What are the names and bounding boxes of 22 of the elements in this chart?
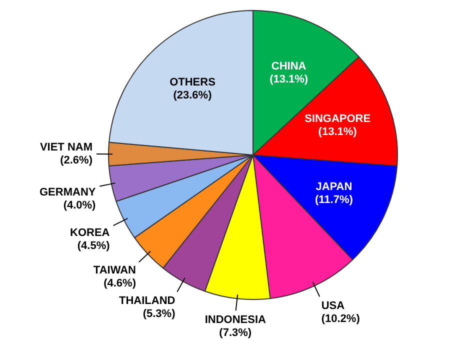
slice-label: OTHERS <box>170 76 216 88</box>
data-label: (2.6%) <box>60 154 93 167</box>
slice-label: SINGAPORE <box>304 112 371 125</box>
slice-label: INDONESIA <box>204 314 266 326</box>
slice-label: JAPAN <box>316 180 352 193</box>
data-label: (4.5%) <box>77 240 110 252</box>
slice-label: USA <box>321 300 345 312</box>
slice-label: VIET NAM <box>40 142 93 154</box>
data-label: (10.2%) <box>321 312 360 325</box>
slice-label: GERMANY <box>40 186 96 199</box>
data-label: (4.0%) <box>63 200 96 212</box>
data-label: (11.7%) <box>314 194 354 206</box>
slice-label: THAILAND <box>119 294 176 307</box>
slice-label: CHINA <box>271 60 306 72</box>
slice-label: TAIWAN <box>93 264 136 276</box>
data-label: (13.1%) <box>318 126 358 138</box>
data-label: (5.3%) <box>142 308 176 320</box>
slice-label: KOREA <box>70 226 110 239</box>
data-label: (23.6%) <box>173 89 212 102</box>
data-label: (13.1%) <box>270 73 308 86</box>
data-label: (4.6%) <box>104 277 136 290</box>
data-label: (7.3%) <box>219 327 252 340</box>
